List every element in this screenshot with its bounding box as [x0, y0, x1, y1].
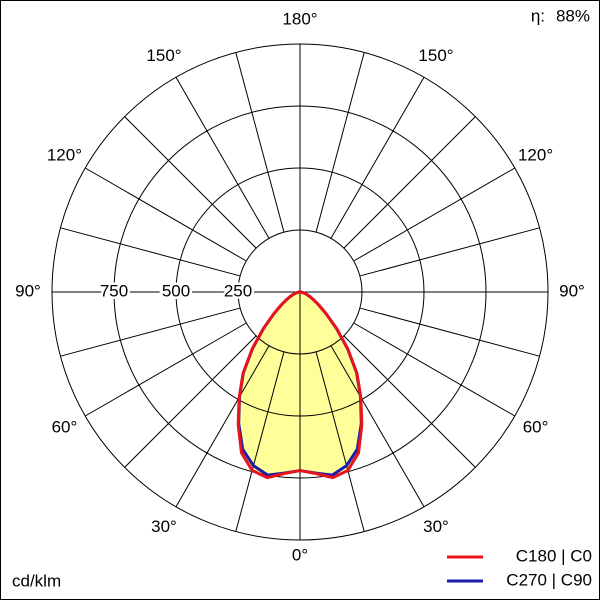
legend-label: C180 | C0: [516, 546, 592, 565]
spoke: [343, 116, 476, 249]
spoke: [330, 345, 425, 508]
unit-label: cd/klm: [12, 571, 61, 590]
angle-tick-label: 90°: [15, 281, 41, 300]
spoke: [353, 167, 516, 262]
spoke: [60, 227, 241, 277]
ring: [237, 229, 363, 355]
angle-tick-label: 90°: [559, 281, 585, 300]
angle-tick-label: 60°: [52, 417, 78, 436]
angle-tick-label: 150°: [418, 46, 453, 65]
angle-tick-label: 150°: [146, 46, 181, 65]
spoke: [343, 335, 476, 468]
spoke: [235, 351, 285, 532]
ring: [113, 105, 487, 479]
r-tick-label: 500: [162, 281, 190, 300]
spoke: [235, 52, 285, 233]
outer-ring: [51, 43, 549, 541]
spoke: [359, 307, 540, 357]
r-tick-label: 750: [100, 281, 128, 300]
spoke: [124, 116, 257, 249]
light-area: [238, 292, 300, 478]
spoke: [124, 335, 257, 468]
angle-tick-label: 30°: [151, 517, 177, 536]
ring: [175, 167, 425, 417]
intensity-curve: [299, 290, 364, 480]
spoke: [175, 345, 270, 508]
spoke: [60, 307, 241, 357]
angle-tick-label: 120°: [47, 145, 82, 164]
spoke: [330, 76, 425, 239]
angle-tick-label: 120°: [518, 145, 553, 164]
spoke: [84, 322, 247, 417]
intensity-curve: [236, 290, 301, 480]
spoke: [84, 167, 247, 262]
efficiency-label: η:: [531, 6, 545, 25]
angle-tick-label: 180°: [282, 9, 317, 28]
spoke: [175, 76, 270, 239]
light-area: [300, 292, 362, 478]
spoke: [315, 52, 365, 233]
angle-tick-label: 60°: [523, 417, 549, 436]
angle-tick-label: 0°: [292, 545, 308, 564]
spoke: [359, 227, 540, 277]
spoke: [353, 322, 516, 417]
efficiency-value: 88%: [556, 6, 590, 25]
spoke: [315, 351, 365, 532]
angle-tick-label: 30°: [423, 517, 449, 536]
legend-label: C270 | C90: [506, 570, 592, 589]
r-tick-label: 250: [224, 281, 252, 300]
